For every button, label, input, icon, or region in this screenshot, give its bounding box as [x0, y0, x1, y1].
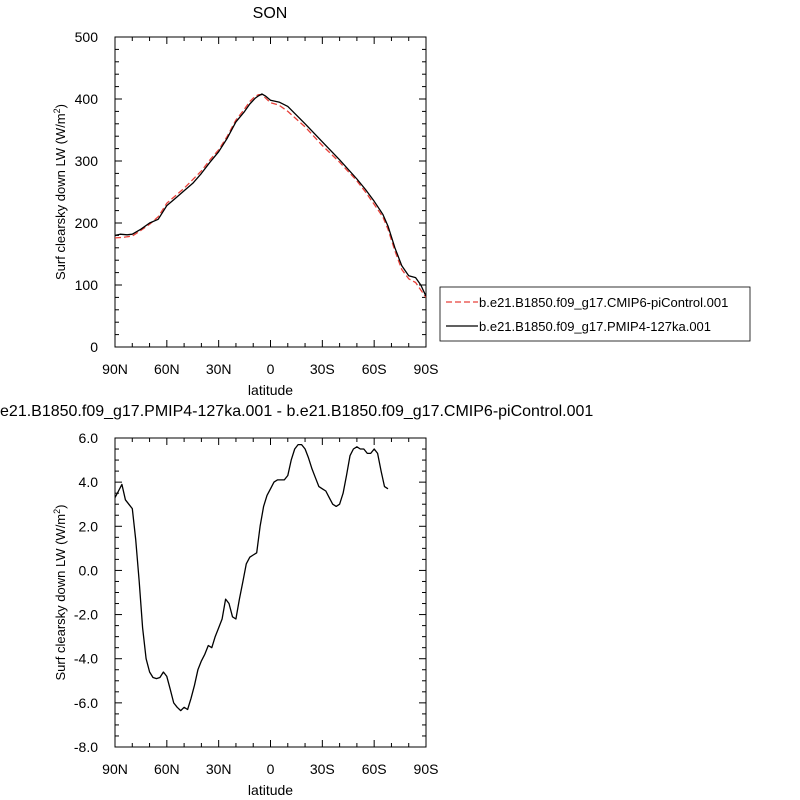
x-axis-label: latitude — [248, 782, 293, 798]
x-axis-label: latitude — [248, 382, 293, 398]
y-axis-label-sup: 2 — [52, 108, 62, 113]
y-tick-label: -6.0 — [74, 695, 98, 711]
y-axis-label: Surf clearsky down LW (W/m2) — [52, 104, 68, 280]
y-axis-label-end: ) — [53, 505, 68, 509]
y-tick-label: 200 — [75, 215, 99, 231]
x-tick-label: 90N — [102, 361, 128, 377]
y-axis-label-main: Surf clearsky down LW (W/m — [53, 514, 68, 681]
chart-title: SON — [253, 5, 288, 22]
y-tick-label: 0.0 — [79, 562, 99, 578]
y-tick-label: 6.0 — [79, 430, 99, 446]
plot-frame — [114, 36, 427, 348]
y-axis-label-main: Surf clearsky down LW (W/m — [53, 113, 68, 280]
x-tick-label: 60S — [362, 761, 387, 777]
chart-title: b.e21.B1850.f09_g17.PMIP4-127ka.001 - b.… — [0, 403, 593, 420]
series-line-2 — [115, 93, 426, 297]
y-tick-label: 2.0 — [79, 518, 99, 534]
legend-label-2: b.e21.B1850.f09_g17.PMIP4-127ka.001 — [479, 319, 711, 334]
x-tick-label: 0 — [267, 361, 275, 377]
legend-label-1: b.e21.B1850.f09_g17.CMIP6-piControl.001 — [479, 295, 728, 310]
panel-2: b.e21.B1850.f09_g17.PMIP4-127ka.001 - b.… — [0, 403, 593, 798]
x-tick-label: 30S — [310, 761, 335, 777]
y-tick-label: 0 — [90, 339, 98, 355]
y-tick-label: -4.0 — [74, 651, 98, 667]
y-tick-label: 100 — [75, 277, 99, 293]
x-tick-label: 30S — [310, 361, 335, 377]
x-tick-label: 90S — [414, 361, 439, 377]
y-axis-label-end: ) — [53, 104, 68, 108]
y-axis-label-sup: 2 — [52, 509, 62, 514]
y-tick-label: 300 — [75, 153, 99, 169]
x-tick-label: 90N — [102, 761, 128, 777]
series-line-1 — [115, 443, 389, 712]
y-axis-label: Surf clearsky down LW (W/m2) — [52, 505, 68, 681]
y-tick-label: 4.0 — [79, 474, 99, 490]
y-tick-label: 500 — [75, 29, 99, 45]
x-tick-label: 60S — [362, 361, 387, 377]
y-tick-label: -2.0 — [74, 607, 98, 623]
legend: b.e21.B1850.f09_g17.CMIP6-piControl.001b… — [439, 286, 751, 342]
y-tick-label: 400 — [75, 91, 99, 107]
x-tick-label: 90S — [414, 761, 439, 777]
panel-1: SON 90N 60N 30N 0 30S 60S 90S 0 100 200 300 400 500 la… — [52, 5, 751, 398]
legend-box — [439, 286, 751, 342]
series-line-1 — [115, 94, 426, 298]
y-tick-label: -8.0 — [74, 739, 98, 755]
plot-frame — [114, 437, 427, 748]
x-tick-label: 60N — [154, 361, 180, 377]
x-tick-label: 30N — [206, 761, 232, 777]
x-tick-label: 60N — [154, 761, 180, 777]
x-tick-label: 0 — [267, 761, 275, 777]
x-tick-label: 30N — [206, 361, 232, 377]
